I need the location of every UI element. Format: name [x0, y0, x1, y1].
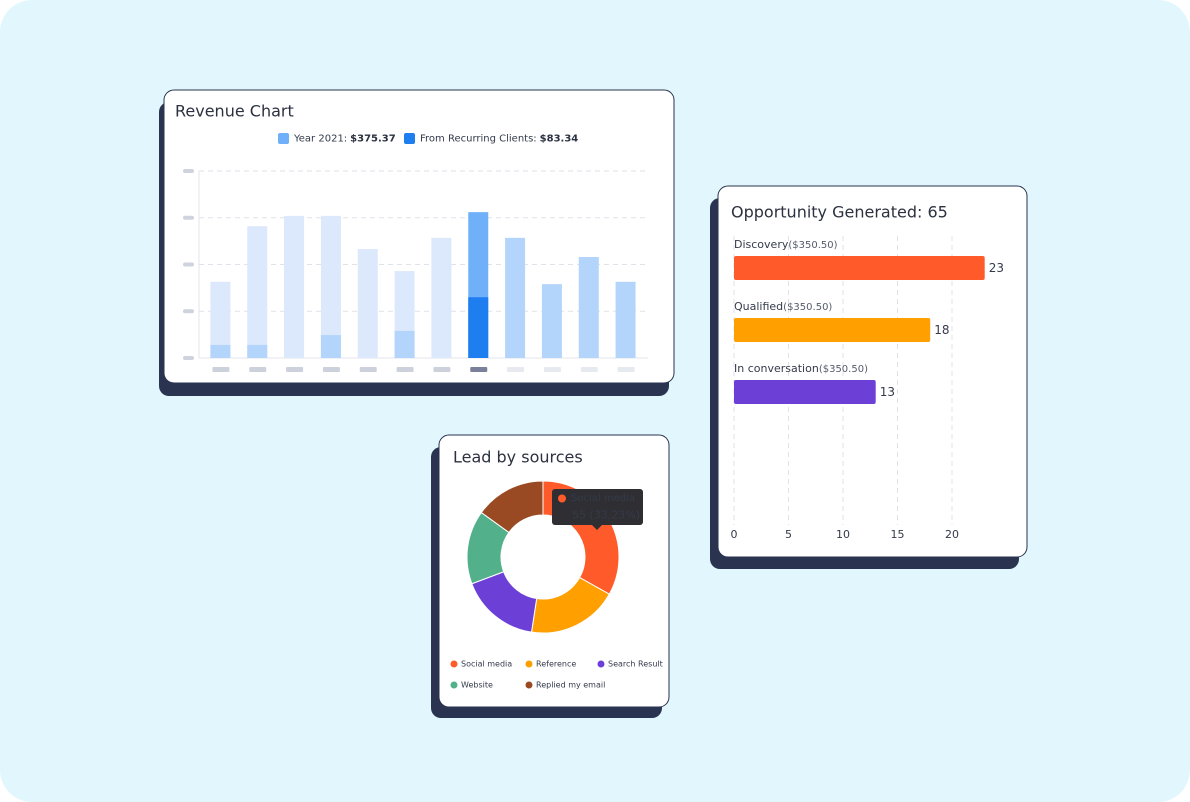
x-tick-placeholder — [322, 367, 340, 372]
category-label: Discovery($350.50) — [734, 238, 838, 251]
x-tick-placeholder — [470, 367, 488, 372]
bar — [247, 226, 268, 358]
bar — [247, 344, 268, 358]
legend-label: Social media — [461, 660, 512, 669]
bar — [320, 215, 341, 358]
x-tick-placeholder — [286, 367, 304, 372]
x-tick-placeholder — [617, 367, 635, 372]
legend-dot — [525, 681, 533, 689]
x-tick-placeholder — [433, 367, 451, 372]
category-label: In conversation($350.50) — [734, 362, 868, 375]
bar — [431, 237, 452, 358]
value-label: 18 — [934, 323, 949, 337]
x-tick-placeholder — [359, 367, 377, 372]
y-tick-placeholder — [183, 356, 194, 360]
bar — [210, 281, 231, 358]
value-label: 13 — [880, 385, 895, 399]
bar — [468, 297, 489, 358]
tooltip-pointer — [592, 525, 602, 530]
chart-title: Revenue Chart — [175, 102, 294, 121]
x-tick-label: 10 — [836, 528, 850, 541]
y-tick-placeholder — [183, 309, 194, 314]
legend-label: Search Result — [608, 660, 663, 669]
y-tick-placeholder — [183, 215, 194, 220]
chart-title: Lead by sources — [453, 448, 583, 467]
y-tick-placeholder — [183, 262, 194, 267]
x-tick-placeholder — [507, 367, 525, 372]
legend-label: Year 2021: $375.37 — [293, 134, 396, 145]
value-label: 23 — [989, 261, 1004, 275]
legend-swatch — [278, 133, 289, 144]
legend-dot — [450, 660, 458, 668]
donut-slice — [480, 480, 544, 534]
x-tick-placeholder — [580, 367, 598, 372]
bar — [734, 256, 985, 280]
legend-label: Reference — [536, 660, 576, 669]
legend-dot — [525, 660, 533, 668]
category-sublabel: ($350.50) — [788, 240, 837, 251]
x-tick-label: 20 — [945, 528, 959, 541]
tooltip — [552, 489, 643, 525]
category-name: Qualified — [734, 300, 783, 313]
legend-name: From Recurring Clients: — [420, 134, 537, 145]
bar — [284, 215, 305, 358]
tooltip-name: Social media — [571, 493, 635, 504]
bar — [505, 237, 526, 358]
legend-swatch — [404, 133, 415, 144]
category-sublabel: ($350.50) — [819, 364, 868, 375]
bar — [734, 318, 931, 342]
bar — [541, 284, 562, 358]
category-name: In conversation — [734, 362, 819, 375]
tooltip-dot — [558, 494, 566, 503]
chart-title: Opportunity Generated: 65 — [731, 203, 948, 222]
legend-total: $83.34 — [540, 134, 579, 145]
legend-dot — [450, 681, 458, 689]
x-tick-placeholder — [212, 367, 230, 372]
category-sublabel: ($350.50) — [783, 302, 832, 313]
bar — [734, 380, 876, 404]
x-tick-placeholder — [249, 367, 267, 372]
legend-label: Replied my email — [536, 681, 605, 690]
bar — [615, 281, 636, 358]
bar — [578, 257, 599, 358]
bar — [394, 330, 415, 358]
x-tick-label: 15 — [891, 528, 905, 541]
legend-label: Website — [461, 681, 493, 690]
x-tick-placeholder — [396, 367, 414, 372]
bar — [357, 249, 378, 358]
category-name: Discovery — [734, 238, 789, 251]
x-tick-label: 5 — [785, 528, 792, 541]
legend-name: Year 2021: — [293, 134, 347, 145]
bar — [210, 344, 231, 358]
bar — [320, 335, 341, 358]
x-tick-placeholder — [543, 367, 561, 372]
x-tick-label: 0 — [731, 528, 738, 541]
legend-label: From Recurring Clients: $83.34 — [420, 134, 578, 145]
legend-total: $375.37 — [350, 134, 396, 145]
legend-dot — [597, 660, 605, 668]
y-tick-placeholder — [183, 169, 194, 173]
tooltip-value: 55 (33.23%) — [572, 509, 640, 522]
category-label: Qualified($350.50) — [734, 300, 832, 313]
